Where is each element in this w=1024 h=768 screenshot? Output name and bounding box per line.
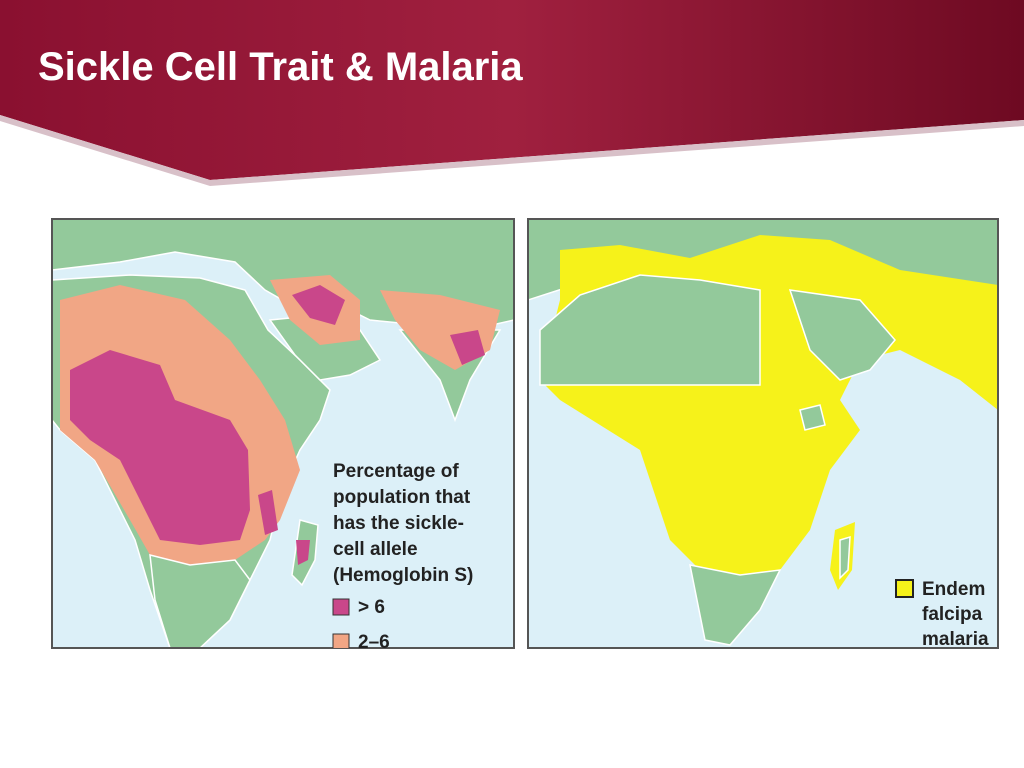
legend-line: falcipa <box>922 604 983 625</box>
malaria-map <box>528 219 998 648</box>
legend-title-line: has the sickle- <box>333 513 464 534</box>
legend-label: > 6 <box>358 597 385 618</box>
legend-label: 2–6 <box>358 632 390 653</box>
legend-swatch <box>332 633 350 648</box>
legend-title-line: population that <box>333 487 471 508</box>
legend-swatch <box>332 598 350 616</box>
header-banner <box>0 0 1024 180</box>
sickle-cell-legend: Percentage of population that has the si… <box>332 461 473 653</box>
map-frame <box>527 218 999 649</box>
malaria-legend: Endem falcipa malaria <box>895 579 989 650</box>
legend-title-line: (Hemoglobin S) <box>333 565 473 586</box>
slide-title: Sickle Cell Trait & Malaria <box>38 45 523 89</box>
legend-line: Endem <box>922 579 985 600</box>
legend-title-line: Percentage of <box>333 461 459 482</box>
map-frame <box>51 218 515 649</box>
legend-title-line: cell allele <box>333 539 418 560</box>
legend-swatch <box>895 579 914 598</box>
sickle-cell-map <box>52 219 514 648</box>
legend-line: malaria <box>922 629 989 650</box>
